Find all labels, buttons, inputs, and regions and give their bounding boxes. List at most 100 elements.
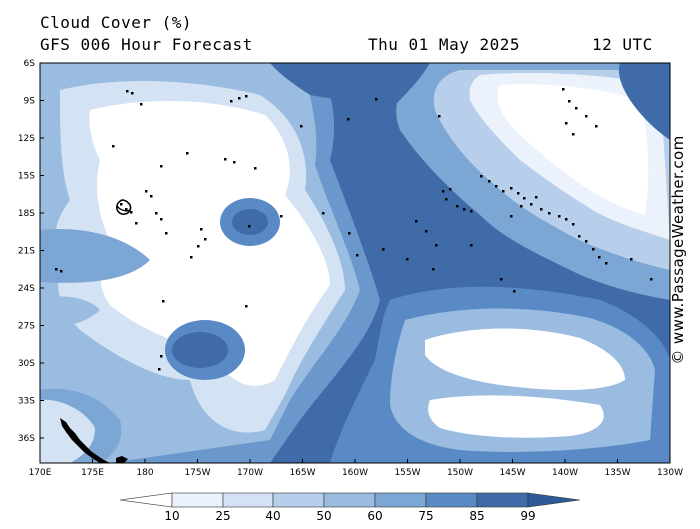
island (502, 190, 505, 193)
lon-label: 150W (447, 468, 473, 478)
island (449, 188, 452, 191)
forecast-date: Thu 01 May 2025 (368, 35, 520, 54)
island (200, 228, 203, 231)
island (562, 88, 565, 91)
island (165, 232, 168, 235)
island (425, 230, 428, 233)
island (116, 205, 131, 212)
lat-label: 27S (18, 322, 35, 332)
island (595, 125, 598, 128)
island (530, 203, 533, 206)
longitude-axis: 170E 175E 180 175W 170W 165W 160W 155W 150W 145W 1… (29, 459, 683, 478)
island (568, 100, 571, 103)
island (120, 203, 123, 206)
legend-label: 50 (316, 509, 331, 523)
island (510, 215, 513, 218)
legend-label: 25 (215, 509, 230, 523)
site-watermark: © www.PassageWeather.com (669, 135, 687, 365)
lat-label: 9S (24, 97, 36, 107)
lat-label: 15S (18, 172, 35, 182)
island (245, 95, 248, 98)
lon-label: 160W (342, 468, 368, 478)
lat-label: 21S (18, 247, 35, 257)
island (488, 180, 491, 183)
island (540, 208, 543, 211)
cloud-field (40, 63, 670, 463)
island (155, 212, 158, 215)
lat-label: 30S (18, 359, 35, 369)
island (248, 225, 251, 228)
island (186, 152, 189, 155)
island (197, 245, 200, 248)
island (160, 218, 163, 221)
lon-label: 175E (81, 468, 104, 478)
legend-bin (171, 492, 224, 508)
lon-label: 170W (237, 468, 263, 478)
legend-label: 10 (164, 509, 179, 523)
lat-label: 12S (18, 134, 35, 144)
island (438, 115, 441, 118)
island (470, 244, 473, 247)
island (135, 222, 138, 225)
island (572, 223, 575, 226)
forecast-time: 12 UTC (592, 35, 653, 54)
island (575, 107, 578, 110)
island (233, 161, 236, 164)
island (558, 215, 561, 218)
legend-label: 60 (367, 509, 382, 523)
island (190, 256, 193, 259)
island (406, 258, 409, 261)
island (158, 368, 161, 371)
island (572, 133, 575, 136)
island (162, 300, 165, 303)
island (300, 125, 303, 128)
legend-bin (323, 492, 376, 508)
island (280, 215, 283, 218)
island (592, 248, 595, 251)
island (125, 208, 128, 211)
island (456, 205, 459, 208)
island (535, 196, 538, 199)
island (585, 115, 588, 118)
island (470, 210, 473, 213)
legend-bin (272, 492, 325, 508)
map-title: Cloud Cover (%) (40, 13, 192, 32)
island (224, 158, 227, 161)
legend-label: 85 (469, 509, 484, 523)
island (480, 175, 483, 178)
island (145, 190, 148, 193)
island (126, 90, 129, 93)
island (578, 235, 581, 238)
island (565, 218, 568, 221)
island (375, 98, 378, 101)
lon-label: 155W (394, 468, 420, 478)
island (523, 197, 526, 200)
lon-label: 130W (657, 468, 683, 478)
lon-label: 140W (552, 468, 578, 478)
island (500, 278, 503, 281)
island (510, 187, 513, 190)
island (348, 232, 351, 235)
legend-bin (476, 492, 529, 508)
island (650, 278, 653, 281)
island (60, 418, 110, 463)
island (130, 211, 133, 214)
legend-bin (374, 492, 427, 508)
island (347, 118, 350, 121)
island (238, 97, 241, 100)
island (695, 288, 698, 291)
island (245, 305, 248, 308)
color-legend: 10 25 40 50 60 75 85 99 (119, 492, 581, 523)
island (432, 268, 435, 271)
island (115, 199, 132, 215)
island (150, 195, 153, 198)
legend-bin (425, 492, 478, 508)
island (131, 92, 134, 95)
island (322, 212, 325, 215)
island (415, 220, 418, 223)
island (204, 238, 207, 241)
legend-bin (222, 492, 274, 508)
island (160, 355, 163, 358)
